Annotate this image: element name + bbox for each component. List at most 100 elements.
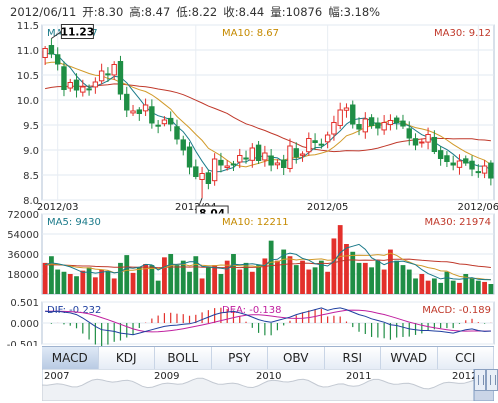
volume-bar <box>74 276 79 294</box>
navigator-year-label: 2009 <box>154 371 179 382</box>
candle-body <box>105 73 111 76</box>
volume-bar <box>61 271 67 294</box>
candle-body <box>450 162 456 166</box>
y-tick-label: 36000 <box>7 250 39 261</box>
tab-wvad[interactable]: WVAD <box>381 347 438 370</box>
x-tick-label: 2012/05 <box>307 202 349 213</box>
y-tick-label: 72000 <box>7 210 39 221</box>
volume-bar <box>86 267 92 294</box>
volume-bar <box>306 269 312 294</box>
candle-body <box>142 104 149 112</box>
tab-rsi[interactable]: RSI <box>324 347 381 370</box>
candle-body <box>136 109 143 115</box>
candle-body <box>174 126 180 140</box>
candle-body <box>306 138 312 153</box>
candle-body <box>375 122 381 129</box>
quote-date: 2012/06/11 <box>10 5 77 19</box>
candle-body <box>205 172 212 184</box>
volume-bar <box>212 265 218 294</box>
y-tick-label: 18000 <box>7 270 39 281</box>
dea-line <box>45 309 491 333</box>
volume-bar <box>205 267 211 294</box>
volume-bar <box>450 280 456 294</box>
candle-body <box>186 146 193 168</box>
tab-macd[interactable]: MACD <box>42 347 99 370</box>
candle-body <box>293 148 299 158</box>
candle-body <box>425 134 431 143</box>
candle-body <box>54 54 61 65</box>
volume-bar <box>149 265 155 294</box>
candle-body <box>469 160 475 170</box>
volume-bar <box>224 260 230 294</box>
quote-low: 低:8.22 <box>176 5 218 19</box>
candle-body <box>199 173 205 180</box>
y-tick-label: -0.501 <box>7 340 39 346</box>
tab-boll[interactable]: BOLL <box>155 347 212 370</box>
candle-body <box>350 104 356 125</box>
volume-bar <box>55 269 61 294</box>
quote-header: 2012/06/11 开:8.30 高:8.47 低:8.22 收:8.44 量:1087… <box>2 1 498 23</box>
volume-bar <box>293 265 299 294</box>
candle-body <box>400 120 406 127</box>
candle-body <box>287 145 293 169</box>
annotation-leader <box>51 31 62 39</box>
candle-body <box>73 79 80 91</box>
legend-dif: DIF: -0.232 <box>47 305 101 316</box>
candle-body <box>331 122 337 135</box>
candle-body <box>218 159 224 166</box>
volume-bar <box>256 265 261 294</box>
volume-bar <box>67 274 73 294</box>
tab-obv[interactable]: OBV <box>268 347 325 370</box>
quote-high: 高:8.47 <box>129 5 171 19</box>
candle-body <box>299 153 306 156</box>
candle-body <box>167 117 174 125</box>
candle-body <box>67 82 73 89</box>
candle-body <box>419 141 425 144</box>
candle-body <box>475 171 482 174</box>
volume-bar <box>444 271 450 294</box>
candle-body <box>412 138 419 146</box>
candle-body <box>268 155 274 166</box>
candle-body <box>230 163 237 166</box>
candle-body <box>80 86 86 93</box>
volume-bar <box>419 274 425 294</box>
volume-bar <box>187 271 192 294</box>
candle-body <box>124 93 130 111</box>
quote-close: 收:8.44 <box>223 5 265 19</box>
y-tick-label: 0.501 <box>10 298 39 309</box>
navigator-left-handle[interactable] <box>474 369 486 391</box>
candle-body <box>98 70 105 82</box>
volume-bar <box>174 265 180 294</box>
volume-bar <box>318 260 324 294</box>
candle-body <box>368 117 375 126</box>
tab-kdj[interactable]: KDJ <box>98 347 155 370</box>
candle-body <box>444 155 450 162</box>
y-tick-label: 8.0 <box>23 196 39 207</box>
y-tick-label: 9.0 <box>23 146 39 157</box>
volume-bar <box>438 282 444 294</box>
candle-body <box>161 119 168 125</box>
volume-bar <box>275 260 280 294</box>
volume-bar <box>143 264 148 294</box>
candle-body <box>324 134 331 143</box>
navigator-right-handle[interactable] <box>486 369 498 391</box>
panel-frame <box>41 24 495 201</box>
volume-bar <box>413 278 418 294</box>
candle-body <box>456 160 463 168</box>
volume-bar <box>356 262 362 294</box>
candle-body <box>193 166 199 177</box>
candle-body <box>237 155 243 163</box>
tab-cci[interactable]: CCI <box>437 347 494 370</box>
volume-bar <box>199 278 205 294</box>
volume-bar <box>42 262 48 294</box>
candle-body <box>92 81 99 88</box>
annotation-label: 11.23 <box>61 27 94 39</box>
candle-body <box>262 152 268 161</box>
quote-change: 幅:3.18% <box>328 5 381 19</box>
volume-bar <box>218 274 224 294</box>
volume-bar <box>130 272 136 294</box>
tab-psy[interactable]: PSY <box>211 347 268 370</box>
time-navigator[interactable]: 2007 2009 2010 2011 2012 <box>42 369 494 401</box>
volume-bar <box>262 258 268 294</box>
